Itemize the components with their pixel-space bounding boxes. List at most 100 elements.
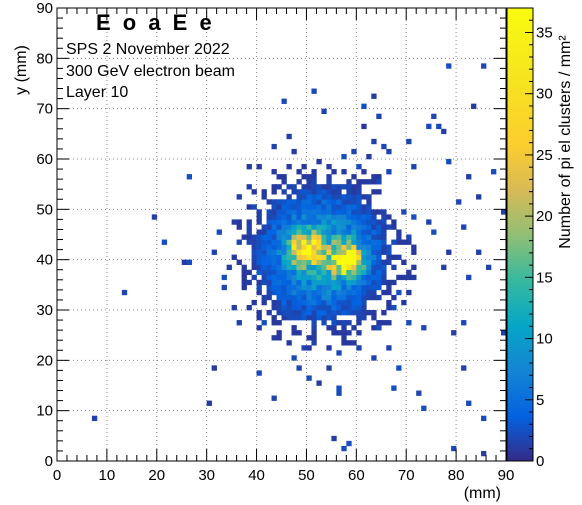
heatmap-cell [341, 330, 347, 336]
heatmap-cell [296, 194, 302, 200]
heatmap-cell [331, 435, 337, 442]
heatmap-cell [336, 299, 342, 306]
heatmap-cell [331, 229, 337, 235]
heatmap-cell [281, 274, 287, 281]
heatmap-cell [326, 164, 332, 170]
heatmap-cell [346, 244, 352, 250]
heatmap-cell [351, 299, 357, 306]
heatmap-cell [311, 214, 317, 220]
heatmap-cell [291, 189, 297, 195]
heatmap-cell [366, 214, 372, 220]
heatmap-cell [301, 345, 307, 351]
heatmap-cell [311, 264, 317, 271]
heatmap-cell [291, 269, 297, 276]
heatmap-cell [376, 239, 382, 245]
heatmap-cell [261, 229, 267, 235]
colorbar-tick-label: 20 [536, 208, 553, 225]
heatmap-cell [331, 264, 337, 271]
heatmap-cell [281, 224, 287, 230]
heatmap-cell [361, 194, 367, 200]
heatmap-cell [271, 269, 277, 276]
heatmap-cell [211, 365, 217, 371]
heatmap-cell [286, 194, 292, 200]
heatmap-cell [321, 239, 327, 245]
heatmap-cell [271, 395, 277, 401]
heatmap-cell [321, 219, 327, 225]
heatmap-cell [241, 279, 247, 286]
heatmap-cell [301, 174, 307, 180]
heatmap-cell [286, 214, 292, 220]
heatmap-cell [266, 254, 272, 260]
heatmap-cell [286, 199, 292, 205]
heatmap-cell [351, 279, 357, 286]
heatmap-cell [271, 143, 277, 150]
heatmap-cell [161, 239, 168, 245]
heatmap-cell [266, 209, 272, 215]
heatmap-cell [331, 299, 337, 306]
heatmap-cell [406, 234, 412, 240]
heatmap-cell [361, 254, 367, 260]
heatmap-cell [321, 254, 327, 260]
x-tick-label: 40 [248, 467, 265, 484]
heatmap-cell [356, 320, 362, 326]
y-tick-label: 40 [36, 252, 53, 269]
heatmap-cell [316, 279, 322, 286]
heatmap-cell [256, 310, 262, 316]
heatmap-cell [276, 320, 282, 326]
heatmap-cell [281, 229, 287, 235]
y-tick-label: 0 [45, 453, 53, 470]
heatmap-cell [341, 284, 347, 291]
heatmap-cell [386, 244, 392, 250]
heatmap-cell [286, 204, 292, 210]
heatmap-cell [351, 249, 357, 255]
heatmap-cell [276, 264, 282, 271]
heatmap-cell [306, 375, 312, 381]
heatmap-cell [376, 113, 382, 120]
heatmap-cell [276, 299, 282, 306]
heatmap-cell [311, 310, 317, 316]
heatmap-cell [366, 179, 372, 185]
heatmap-cell [346, 254, 352, 260]
heatmap-cell [321, 320, 327, 326]
heatmap-cell [426, 219, 432, 225]
heatmap-cell [326, 239, 332, 245]
heatmap-cell [276, 335, 282, 341]
heatmap-cell [266, 199, 272, 205]
heatmap-cell [301, 164, 307, 170]
heatmap-cell [366, 279, 372, 286]
heatmap-cell [276, 229, 282, 235]
heatmap-cell [306, 184, 312, 190]
heatmap-cell [381, 209, 387, 215]
heatmap-cell [371, 289, 377, 296]
heatmap-cell [316, 194, 322, 200]
heatmap-cell [331, 194, 337, 200]
heatmap-cell [311, 294, 317, 301]
heatmap-cell [356, 284, 362, 291]
heatmap-cell [331, 259, 337, 265]
heatmap-cell [261, 249, 267, 255]
heatmap-cell [396, 289, 402, 296]
heatmap-cell [376, 174, 382, 180]
heatmap-cell [446, 249, 452, 255]
heatmap-cell [376, 224, 382, 230]
heatmap-cell [321, 244, 327, 250]
heatmap-cell [401, 299, 407, 306]
heatmap-cell [386, 224, 392, 230]
heatmap-cell [346, 204, 352, 210]
heatmap-cell [301, 264, 307, 271]
heatmap-cell [326, 310, 332, 316]
x-tick-label: 50 [298, 467, 315, 484]
heatmap-cell [281, 174, 287, 180]
heatmap-cell [301, 229, 307, 235]
heatmap-cell [271, 229, 277, 235]
heatmap-cell [261, 234, 267, 240]
heatmap-cell [296, 274, 302, 281]
heatmap-cell [371, 179, 377, 185]
heatmap-cell [381, 224, 387, 230]
heatmap-cell [351, 224, 357, 230]
heatmap-cell [381, 143, 387, 150]
heatmap-cell [311, 219, 317, 225]
heatmap-cell [366, 199, 372, 205]
heatmap-cell [281, 284, 287, 291]
heatmap-cell [326, 274, 332, 281]
